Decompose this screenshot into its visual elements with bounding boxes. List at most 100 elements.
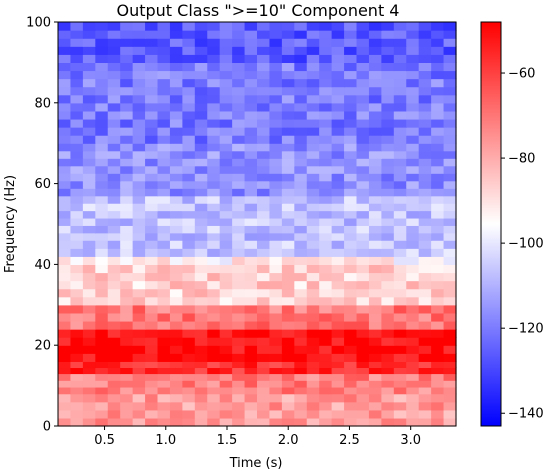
heatmap-cell	[58, 150, 72, 159]
heatmap-cell	[344, 248, 358, 257]
heatmap-cell	[70, 248, 84, 257]
heatmap-cell	[58, 312, 72, 322]
heatmap-cell	[157, 118, 171, 128]
heatmap-cell	[207, 54, 221, 63]
heatmap-cell	[95, 329, 109, 338]
heatmap-cell	[443, 46, 457, 55]
heatmap-cell	[232, 217, 246, 226]
heatmap-cell	[169, 373, 183, 381]
heatmap-cell	[219, 329, 233, 338]
heatmap-cell	[58, 288, 72, 298]
heatmap-cell	[244, 232, 258, 241]
heatmap-cell	[257, 312, 271, 322]
heatmap-cell	[58, 38, 72, 47]
heatmap-cell	[393, 86, 407, 96]
heatmap-cell	[95, 217, 109, 226]
heatmap-cell	[331, 127, 345, 136]
heatmap-cell	[207, 70, 221, 80]
heatmap-cell	[232, 320, 246, 330]
heatmap-cell	[95, 225, 109, 234]
heatmap-cell	[244, 173, 258, 182]
heatmap-cell	[244, 373, 258, 381]
heatmap-cell	[368, 94, 382, 104]
heatmap-cell	[443, 225, 457, 234]
heatmap-cell	[381, 312, 395, 322]
heatmap-cell	[281, 417, 295, 427]
heatmap-cell	[418, 288, 432, 298]
heatmap-cell	[269, 225, 283, 234]
heatmap-cell	[194, 240, 208, 249]
heatmap-cell	[157, 38, 171, 47]
heatmap-cell	[107, 304, 121, 314]
heatmap-cell	[381, 393, 395, 403]
heatmap-cell	[219, 256, 233, 265]
heatmap-cell	[381, 110, 395, 120]
heatmap-cell	[107, 417, 121, 427]
heatmap-cell	[219, 248, 233, 257]
heatmap-cell	[232, 361, 246, 369]
heatmap-cell	[107, 30, 121, 39]
heatmap-cell	[157, 345, 171, 354]
heatmap-cell	[368, 173, 382, 182]
heatmap-cell	[219, 280, 233, 290]
heatmap-cell	[368, 409, 382, 419]
heatmap-cell	[182, 210, 196, 219]
heatmap-cell	[331, 345, 345, 354]
heatmap-cell	[381, 256, 395, 265]
heatmap-cell	[281, 188, 295, 197]
heatmap-cell	[331, 203, 345, 212]
heatmap-cell	[132, 304, 146, 314]
heatmap-cell	[107, 248, 121, 257]
heatmap-cell	[344, 373, 358, 381]
heatmap-cell	[344, 203, 358, 212]
heatmap-cell	[120, 54, 134, 63]
heatmap-cell	[157, 180, 171, 189]
heatmap-cell	[244, 386, 258, 395]
heatmap-cell	[157, 22, 171, 31]
heatmap-cell	[70, 127, 84, 136]
heatmap-cell	[269, 272, 283, 282]
heatmap-cell	[381, 188, 395, 197]
heatmap-cell	[368, 393, 382, 403]
heatmap-cell	[393, 240, 407, 249]
heatmap-cell	[207, 210, 221, 219]
heatmap-cell	[381, 337, 395, 346]
heatmap-cell	[182, 337, 196, 346]
heatmap-cell	[281, 62, 295, 72]
heatmap-cell	[269, 188, 283, 197]
heatmap-cell	[344, 54, 358, 63]
heatmap-cell	[356, 22, 370, 31]
heatmap-cell	[157, 288, 171, 298]
colorbar-tick-label: −140	[508, 407, 544, 422]
heatmap-cell	[169, 248, 183, 257]
heatmap-cell	[294, 102, 308, 112]
heatmap-cell	[207, 150, 221, 159]
heatmap-cell	[257, 195, 271, 204]
heatmap-cell	[169, 393, 183, 403]
heatmap-cell	[219, 188, 233, 197]
heatmap-cell	[393, 150, 407, 159]
heatmap-cell	[393, 54, 407, 63]
heatmap-cell	[406, 217, 420, 226]
heatmap-cell	[319, 373, 333, 381]
heatmap-cell	[244, 188, 258, 197]
heatmap-cell	[70, 94, 84, 104]
heatmap-cell	[70, 361, 84, 369]
heatmap-cell	[107, 127, 121, 136]
heatmap-cell	[281, 373, 295, 381]
heatmap-cell	[406, 210, 420, 219]
heatmap-cell	[207, 22, 221, 31]
heatmap-cell	[182, 150, 196, 159]
heatmap-cell	[58, 127, 72, 136]
heatmap-cell	[344, 180, 358, 189]
heatmap-cell	[132, 240, 146, 249]
heatmap-cell	[406, 373, 420, 381]
heatmap-cell	[219, 86, 233, 96]
heatmap-cell	[107, 256, 121, 265]
heatmap-cell	[58, 78, 72, 88]
heatmap-cell	[443, 110, 457, 120]
heatmap-cell	[244, 165, 258, 174]
heatmap-cell	[58, 264, 72, 274]
heatmap-cell	[319, 62, 333, 72]
